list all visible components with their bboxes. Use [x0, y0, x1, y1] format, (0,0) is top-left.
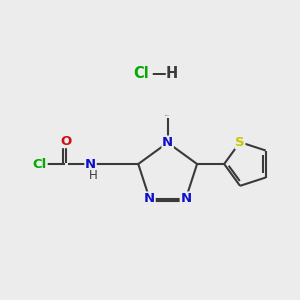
Text: N: N: [85, 158, 96, 170]
Text: S: S: [235, 136, 245, 149]
Text: Cl: Cl: [33, 158, 47, 170]
Text: O: O: [61, 134, 72, 148]
Text: H: H: [166, 66, 178, 81]
Text: N: N: [162, 136, 173, 149]
Text: N: N: [180, 192, 191, 205]
Text: Cl: Cl: [133, 66, 149, 81]
Text: methyl: methyl: [165, 115, 170, 116]
Text: —: —: [151, 66, 166, 81]
Text: H: H: [88, 169, 97, 182]
Text: N: N: [144, 192, 155, 205]
